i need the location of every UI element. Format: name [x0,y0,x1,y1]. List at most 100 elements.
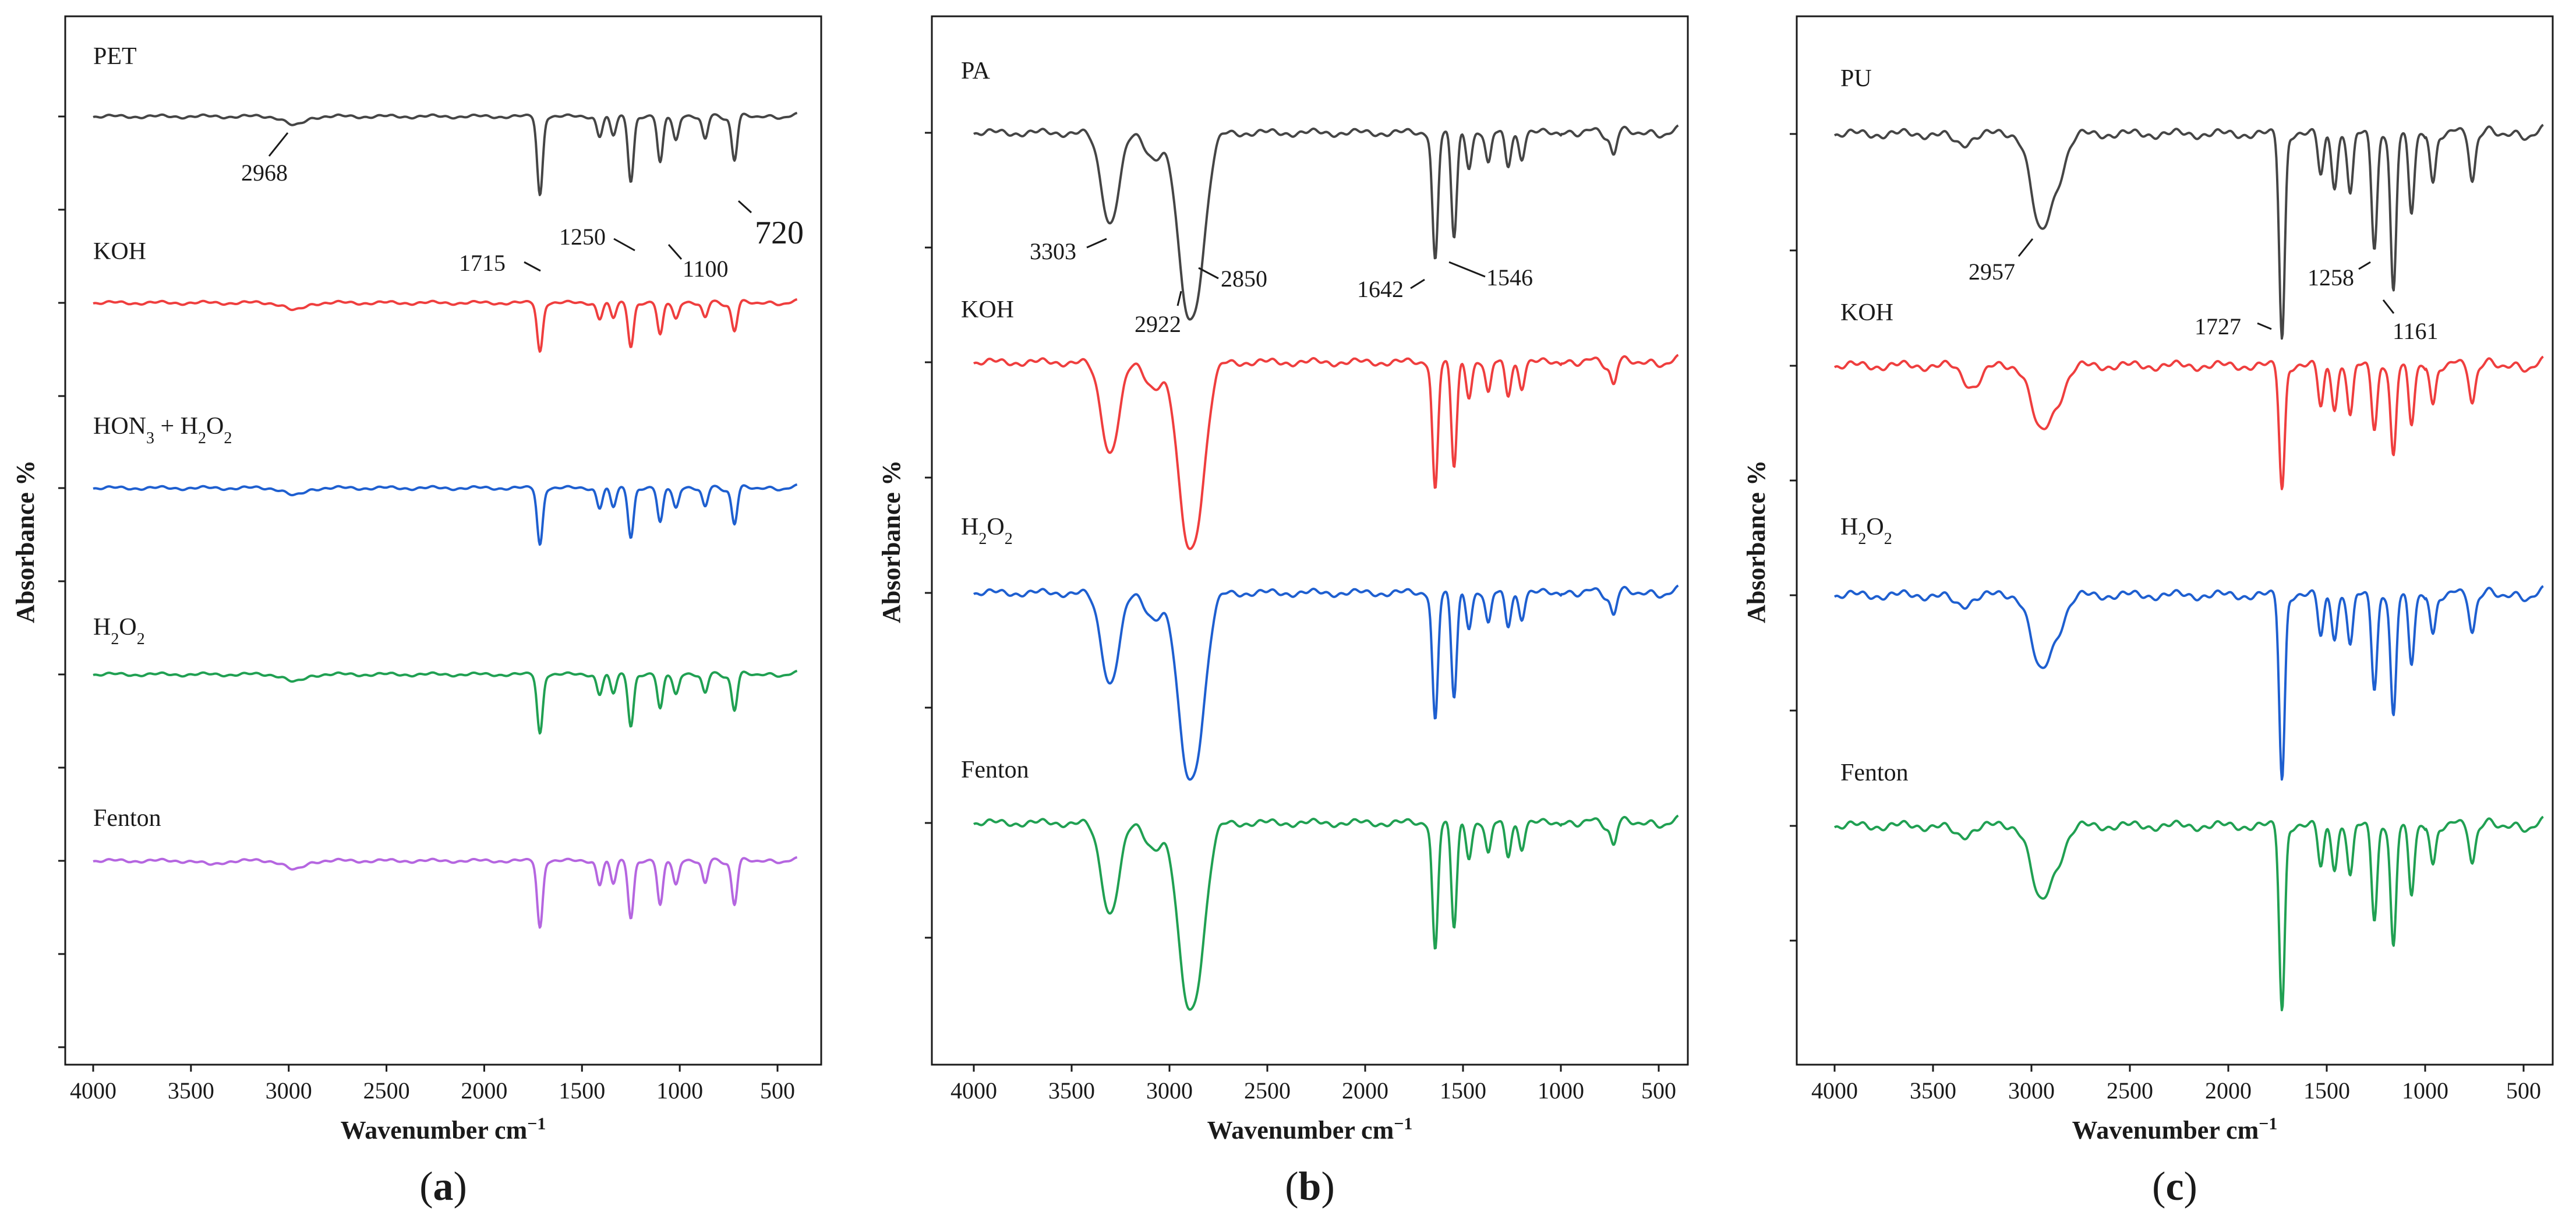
x-tick-label: 3000 [1146,1077,1193,1104]
panel-a-y-title: Absorbance % [11,460,40,623]
x-tick-label: 1500 [559,1077,605,1104]
peak-label-1727: 1727 [2195,313,2241,340]
x-tick-label: 3500 [1048,1077,1095,1104]
spectrum-line-4 [1833,815,2544,1012]
series-label-pa: PA [961,58,991,84]
x-tick-label: 2000 [1342,1077,1388,1104]
panel-c-frame [1796,15,2554,1066]
spectrum-line-4 [93,670,798,735]
peak-leader-2922 [1176,291,1182,306]
peak-leader-1100 [667,244,683,260]
panel-a-frame [64,15,822,1066]
peak-label-1100: 1100 [683,256,729,282]
panel-a-ticks: 4000 3500 3000 2500 2000 1500 1000 500 [58,115,795,1104]
x-tick-label: 4000 [950,1077,997,1104]
series-label-pet: PET [93,43,137,70]
panel-b: 4000 3500 3000 2500 2000 1500 1000 500 PA KOH H… [877,15,1689,1209]
peak-label-720: 720 [755,215,804,251]
panel-c-y-title: Absorbance % [1742,460,1771,623]
x-tick-label: 3000 [266,1077,312,1104]
peak-label-1546: 1546 [1486,264,1533,291]
series-label-h2o2: H2O2 [93,614,145,648]
peak-leader-1161 [2382,299,2395,314]
peak-label-1642: 1642 [1357,276,1404,302]
peak-leader-720 [737,200,752,214]
peak-leader-1546 [1448,261,1486,278]
panel-c-letter: (c) [2152,1164,2197,1209]
peak-leader-2957 [2017,238,2034,257]
peak-leader-1258 [2358,261,2371,270]
series-label-koh-c: KOH [1840,299,1893,326]
peak-leader-2850 [1198,267,1219,280]
spectrum-line-2 [973,354,1679,550]
spectrum-line-3 [93,483,798,546]
x-tick-label: 2000 [2205,1077,2252,1104]
spectrum-line-3 [973,584,1679,781]
peak-leader-1715 [524,261,541,272]
series-label-h2o2-b: H2O2 [961,514,1013,548]
x-tick-label: 1500 [1440,1077,1486,1104]
x-tick-label: 1000 [1538,1077,1584,1104]
x-tick-label: 4000 [70,1077,116,1104]
panel-c: 4000 3500 3000 2500 2000 1500 1000 500 PU KOH H… [1742,15,2554,1209]
peak-leader-3303 [1086,238,1107,249]
spectrum-line-2 [93,298,798,353]
series-label-pu: PU [1840,65,1872,92]
panel-a: 4000 3500 3000 2500 2000 1500 1000 500 PET KOH … [11,15,822,1209]
series-label-koh-b: KOH [961,296,1014,323]
x-tick-label: 1000 [2402,1077,2448,1104]
peak-leader-1250 [613,238,635,252]
peak-label-3303: 3303 [1030,238,1076,264]
peak-label-1715: 1715 [459,250,506,276]
series-label-koh: KOH [93,238,146,265]
panel-a-x-title: Wavenumber cm−1 [341,1114,546,1145]
series-label-fenton-b: Fenton [961,757,1029,783]
peak-label-1161: 1161 [2393,318,2439,344]
spectrum-line-1 [93,112,798,196]
panel-c-series [1833,123,2544,1012]
series-label-h2o2-c: H2O2 [1840,514,1892,548]
panel-b-series [973,124,1679,1011]
panel-b-ticks: 4000 3500 3000 2500 2000 1500 1000 500 [925,132,1676,1104]
spectrum-line-3 [1833,585,2544,781]
x-tick-label: 2500 [1244,1077,1291,1104]
peak-label-2922: 2922 [1135,311,1181,337]
x-tick-label: 1500 [2303,1077,2350,1104]
series-label-fenton-c: Fenton [1840,759,1909,786]
x-tick-label: 3000 [2008,1077,2055,1104]
x-tick-label: 2500 [2107,1077,2153,1104]
spectrum-line-1 [973,124,1679,321]
panel-b-x-title: Wavenumber cm−1 [1207,1114,1413,1145]
peak-label-2957: 2957 [1969,259,2015,285]
x-tick-label: 500 [760,1077,795,1104]
x-tick-label: 3500 [1910,1077,1956,1104]
panel-c-x-title: Wavenumber cm−1 [2072,1114,2278,1145]
x-tick-label: 3500 [168,1077,214,1104]
spectrum-line-2 [1833,355,2544,490]
series-label-hono3-h2o2: HON3 + H2O2 [93,413,232,447]
x-tick-label: 500 [2506,1077,2541,1104]
peak-label-2850: 2850 [1221,266,1267,292]
spectrum-line-5 [93,856,798,929]
x-tick-label: 4000 [1811,1077,1858,1104]
peak-label-1258: 1258 [2308,264,2354,291]
x-tick-label: 1000 [656,1077,703,1104]
peak-leader-1727 [2257,322,2272,330]
x-tick-label: 2000 [461,1077,507,1104]
x-tick-label: 500 [1641,1077,1676,1104]
peak-leader-2968 [268,132,289,157]
x-tick-label: 2500 [363,1077,410,1104]
panel-b-letter: (b) [1285,1164,1335,1209]
series-label-fenton: Fenton [93,805,161,832]
peak-label-1250: 1250 [559,224,606,250]
spectrum-line-1 [1833,123,2544,340]
spectrum-line-4 [973,814,1679,1011]
peak-leader-1642 [1410,278,1425,289]
peak-label-2968: 2968 [241,160,288,186]
panel-b-frame [931,15,1689,1066]
panel-c-ticks: 4000 3500 3000 2500 2000 1500 1000 500 [1790,133,2541,1104]
panel-a-series [93,112,798,929]
panel-a-letter: (a) [419,1164,467,1209]
panel-b-y-title: Absorbance % [877,460,906,623]
